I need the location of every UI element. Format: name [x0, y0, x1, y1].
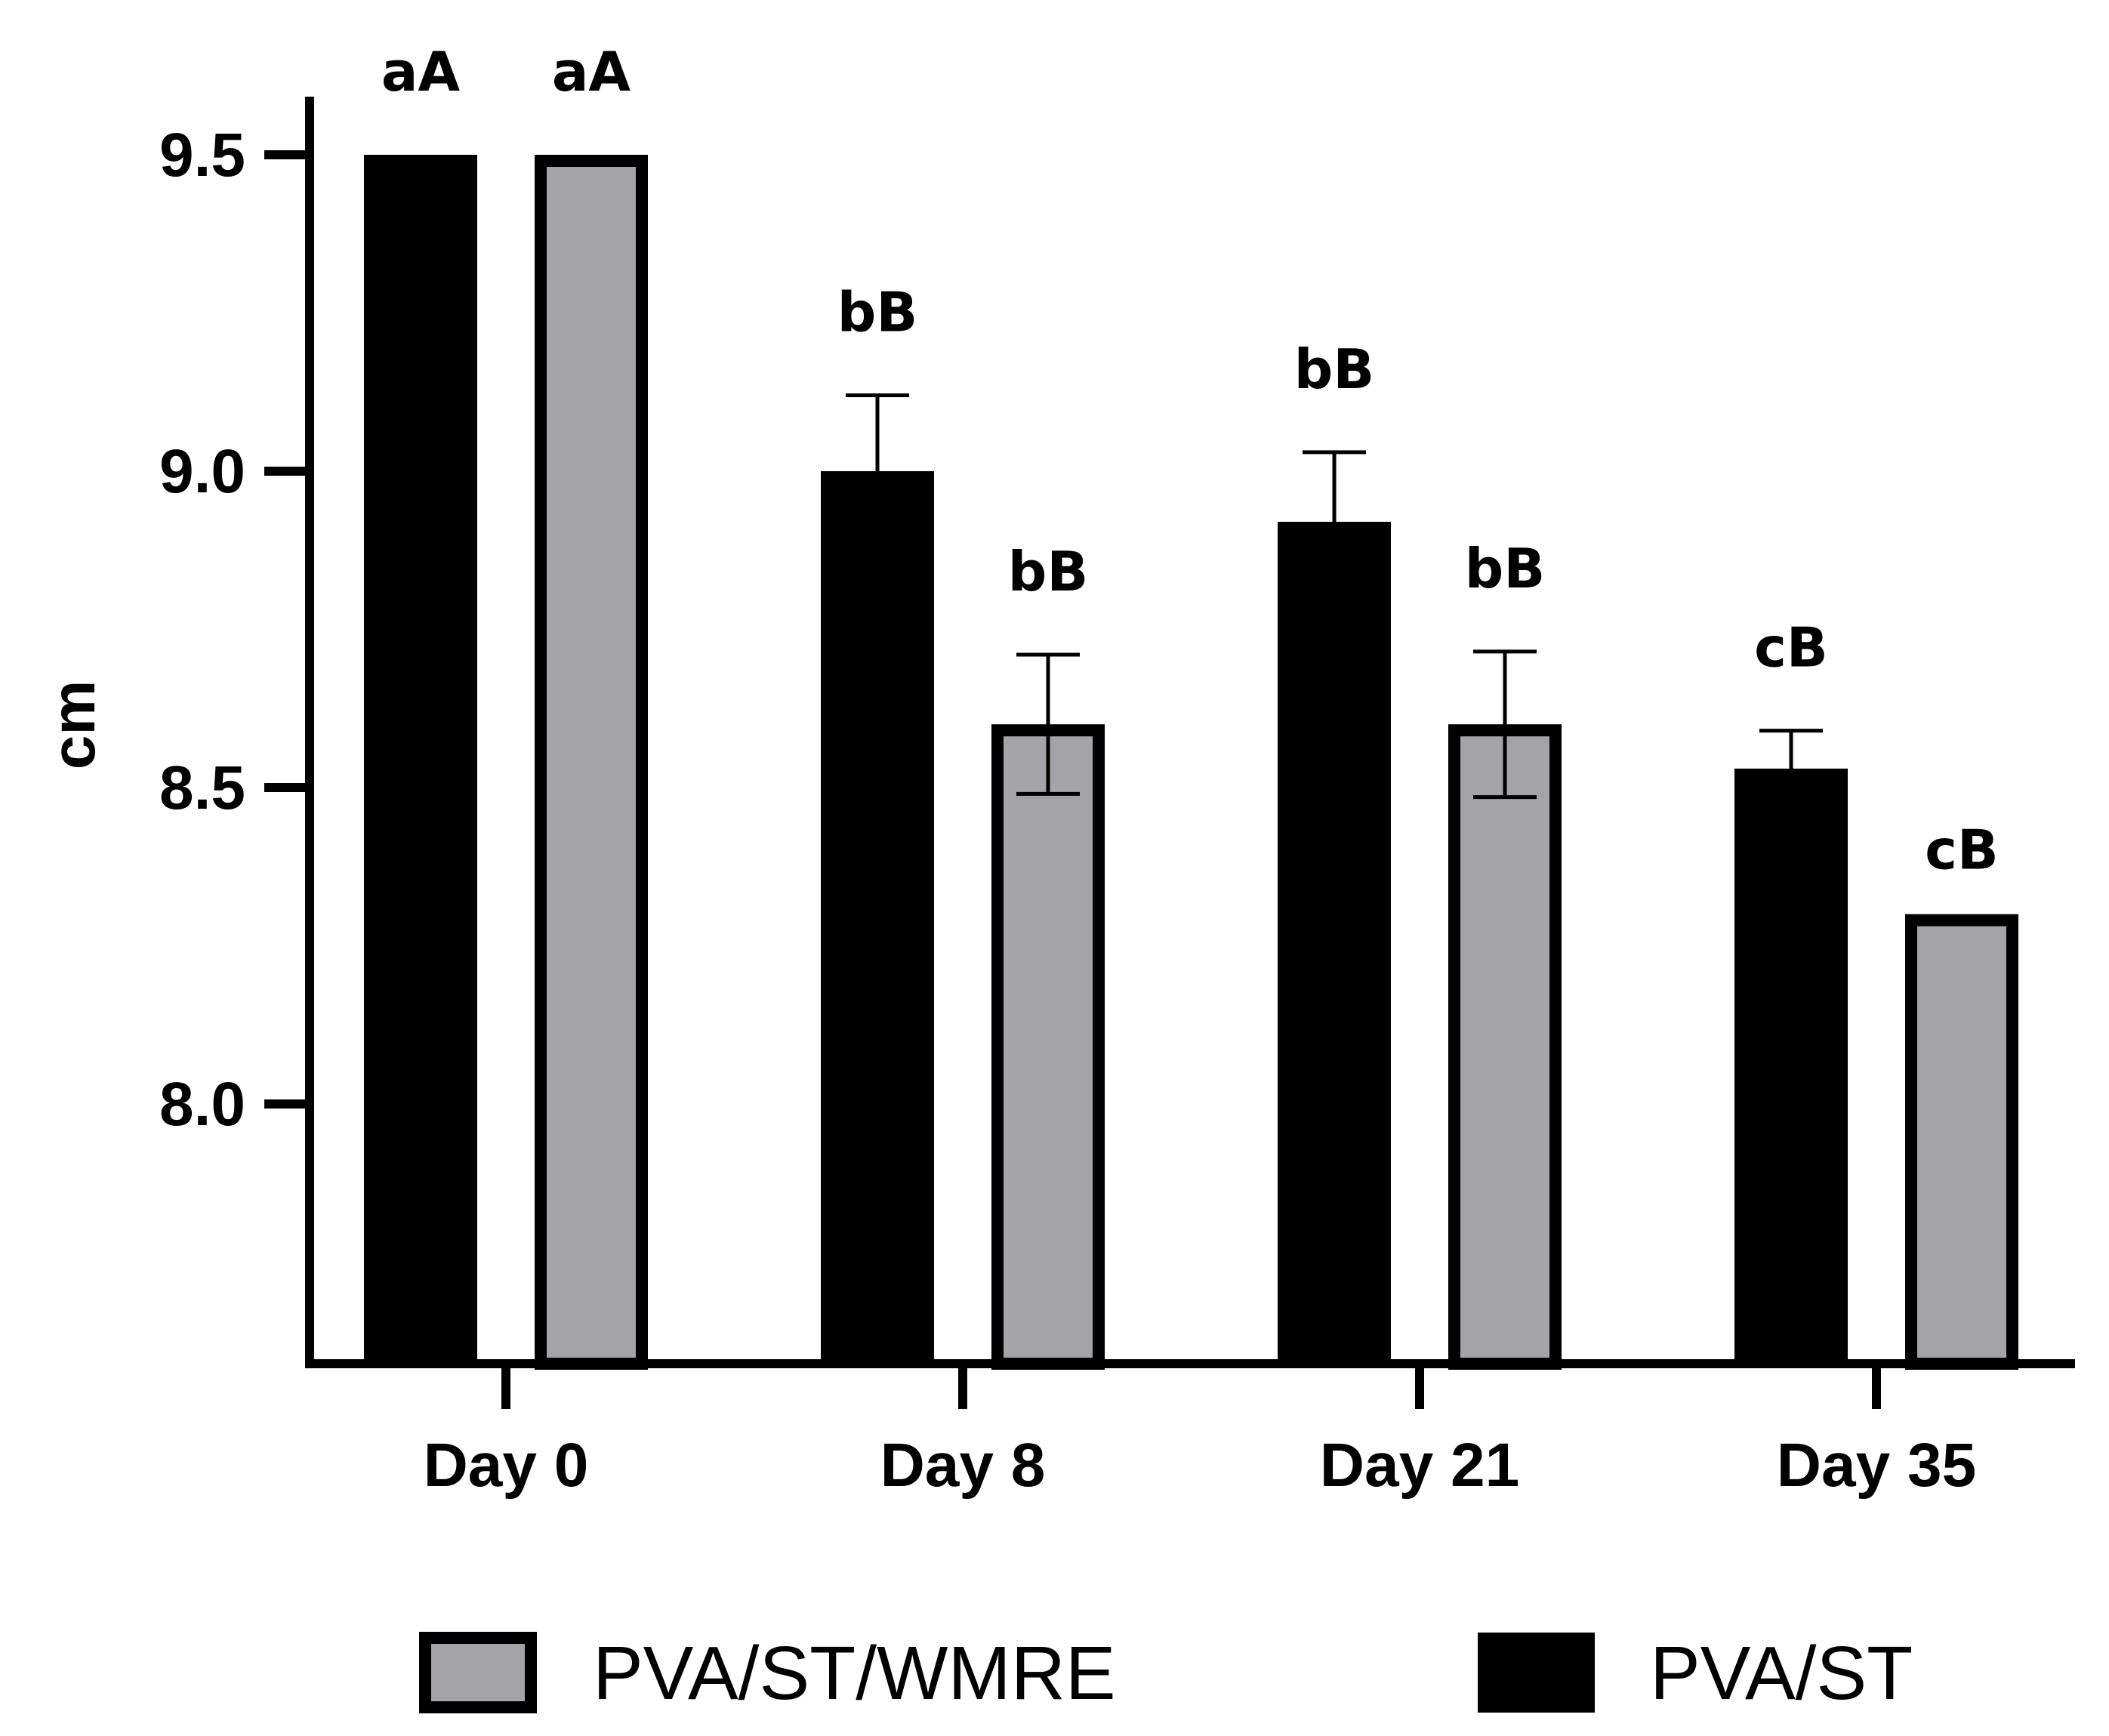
- significance-label-pva-st-day-21: bB: [1294, 338, 1374, 401]
- significance-label-pva-st-wmre-day-21: bB: [1465, 537, 1545, 600]
- bar-pva-st-day-21: [1278, 522, 1391, 1364]
- legend-swatch-pva-st-wmre: [419, 1632, 537, 1713]
- x-tick-label-day-0: Day 0: [424, 1431, 589, 1500]
- legend-swatch-pva-st: [1478, 1633, 1595, 1713]
- bars-layer: [364, 155, 2018, 1370]
- x-tick-label-day-21: Day 21: [1320, 1431, 1519, 1500]
- y-axis-label: cm: [39, 680, 108, 770]
- y-tick-label-9.5: 9.5: [159, 121, 245, 190]
- ticks-layer: 8.0 8.5 9.0 9.5 Day 0 Day 8 Day 21 Day 35: [159, 121, 1976, 1500]
- legend-label-pva-st-wmre: PVA/ST/WMRE: [593, 1631, 1116, 1716]
- bar-pva-st-wmre-day-21: [1448, 724, 1562, 1370]
- bar-pva-st-wmre-day-35: [1905, 914, 2018, 1370]
- bar-pva-st-day-0: [364, 155, 477, 1364]
- significance-label-pva-st-wmre-day-35: cB: [1925, 819, 1999, 882]
- y-tick-label-8.0: 8.0: [159, 1070, 245, 1139]
- significance-label-pva-st-day-0: aA: [381, 40, 461, 103]
- x-tick-label-day-35: Day 35: [1777, 1431, 1976, 1500]
- y-tick-label-8.5: 8.5: [159, 754, 245, 822]
- legend-label-pva-st: PVA/ST: [1650, 1631, 1913, 1716]
- bar-pva-st-day-8: [821, 471, 934, 1364]
- legend: PVA/ST/WMRE PVA/ST: [419, 1631, 1913, 1716]
- significance-label-pva-st-day-8: bB: [837, 280, 917, 344]
- significance-label-pva-st-day-35: cB: [1754, 616, 1828, 680]
- error-bars-layer: [846, 393, 1823, 809]
- x-tick-label-day-8: Day 8: [880, 1431, 1046, 1500]
- y-tick-label-9.0: 9.0: [159, 437, 245, 506]
- bar-pva-st-wmre-day-8: [991, 724, 1105, 1370]
- significance-label-pva-st-wmre-day-8: bB: [1008, 540, 1088, 603]
- bar-pva-st-day-35: [1734, 768, 1848, 1364]
- significance-labels-layer: aA bB bB cB aA bB bB cB: [381, 40, 1999, 882]
- axes-layer: [305, 97, 2075, 1368]
- significance-label-pva-st-wmre-day-0: aA: [552, 40, 631, 103]
- bar-pva-st-wmre-day-0: [535, 155, 648, 1370]
